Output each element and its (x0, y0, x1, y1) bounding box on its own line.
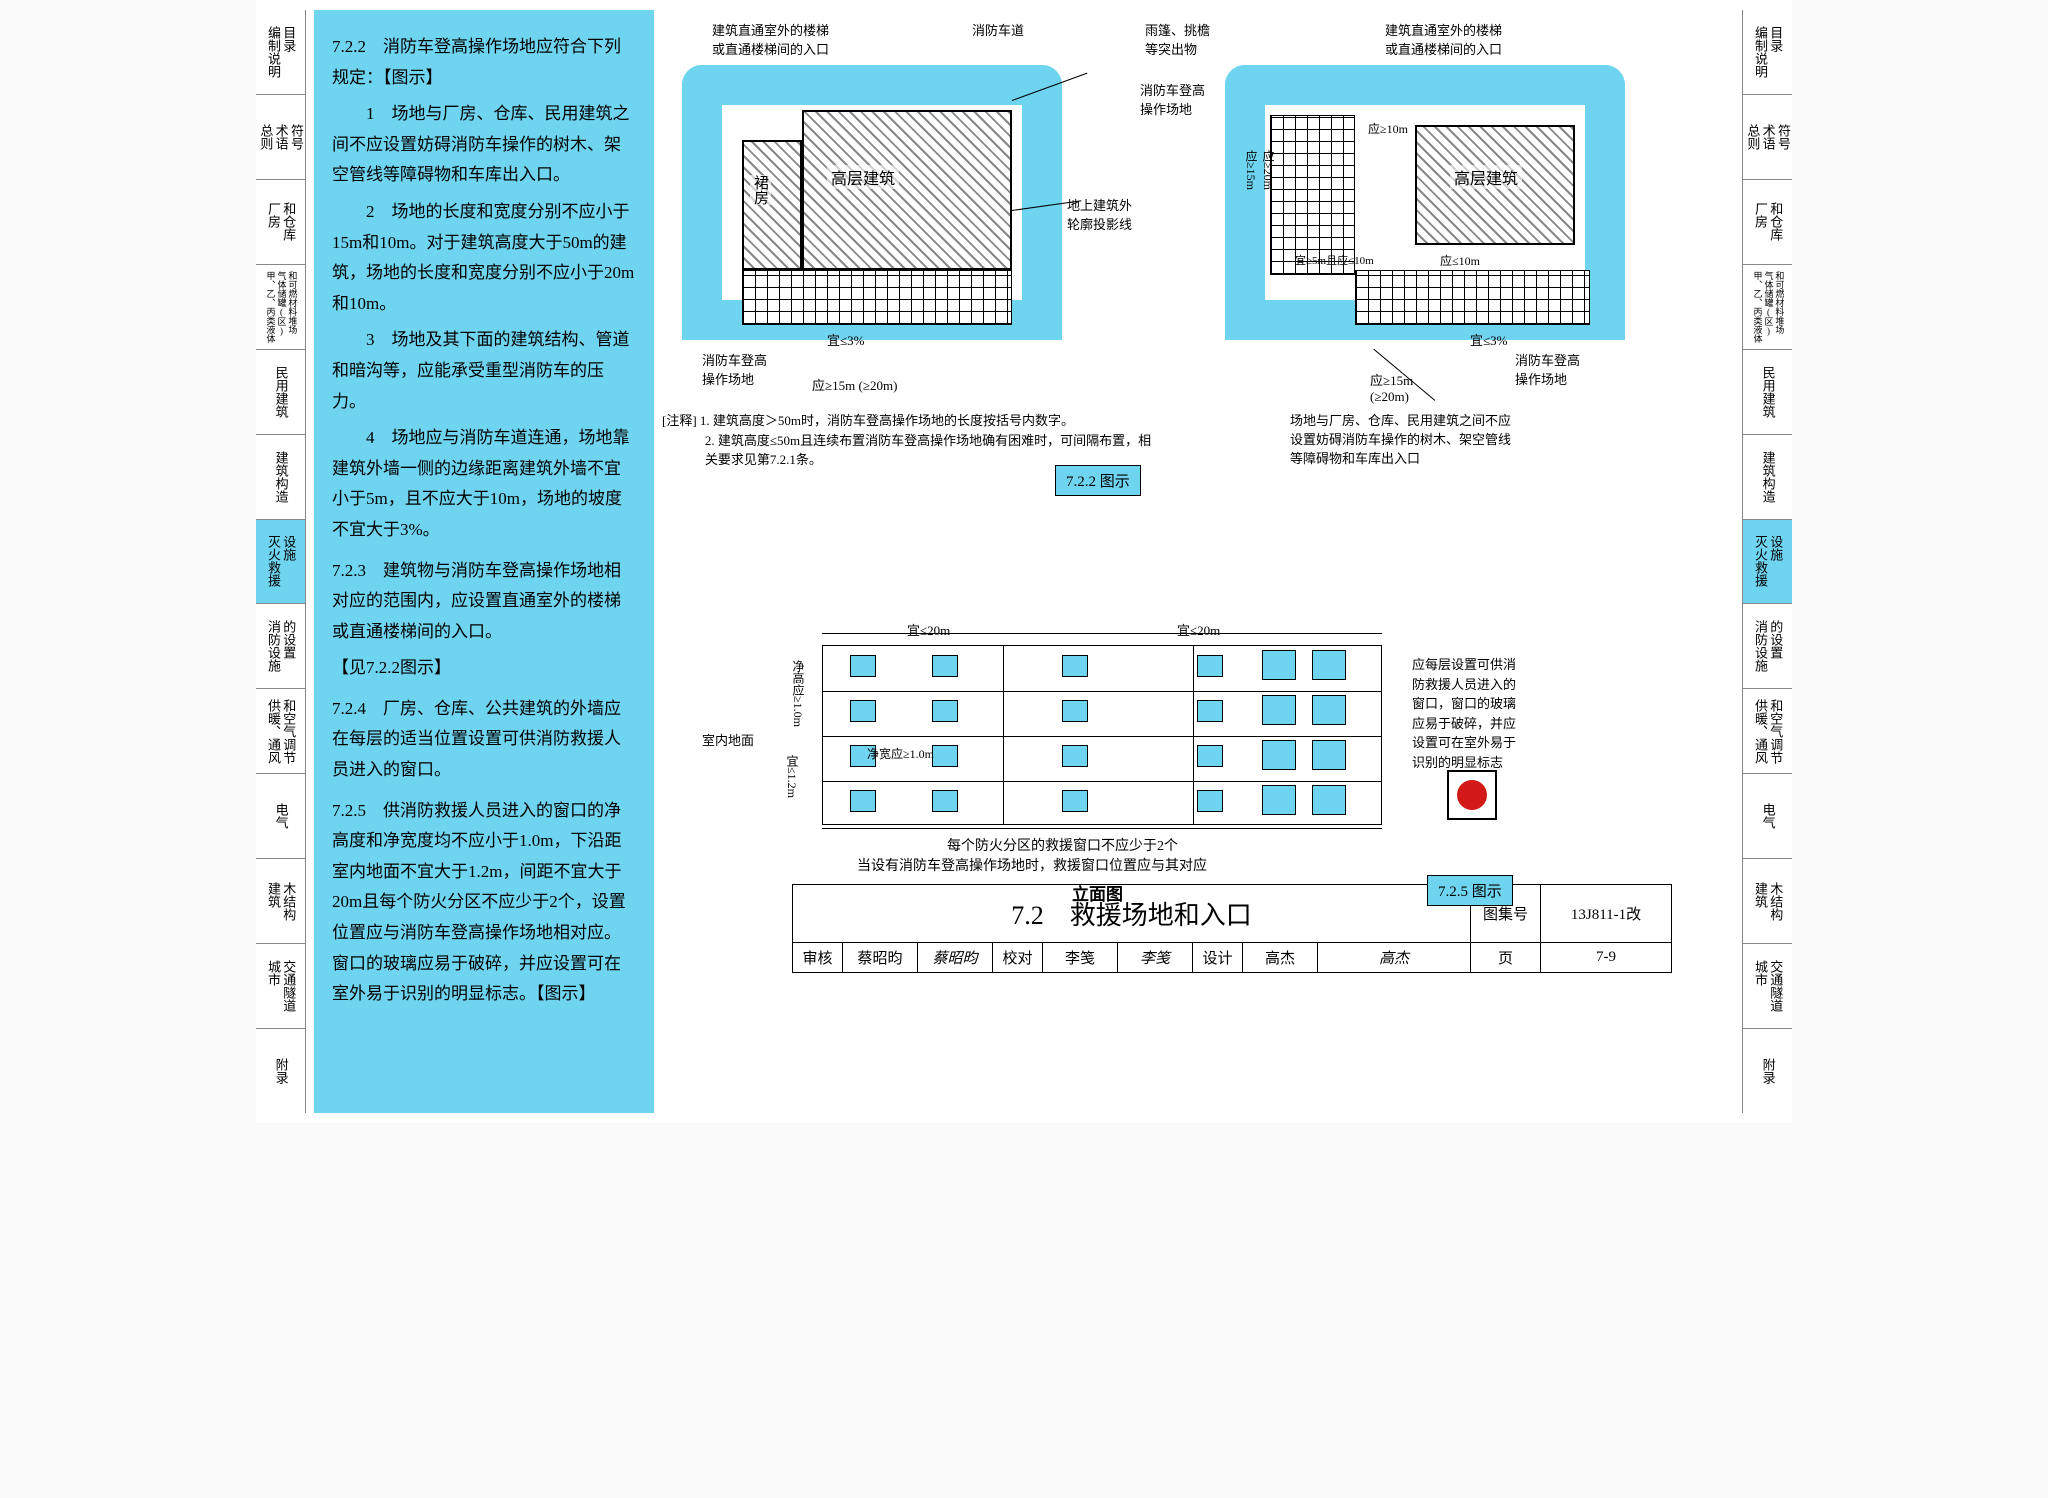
index-tab-2[interactable]: 厂房和仓库 (256, 180, 305, 265)
design-name: 高杰 (1243, 943, 1318, 972)
plan-note-1: [注释] 1. 建筑高度＞50m时，消防车登高操作场地的长度按括号内数字。 (662, 411, 1162, 431)
label-high-rise-b: 高层建筑 (1450, 165, 1522, 189)
elevation-note-b1: 每个防火分区的救援窗口不应少于2个 (947, 835, 1178, 855)
review-label: 审核 (793, 943, 843, 972)
elevation-building (822, 645, 1382, 825)
plan-diagram-a: 建筑直通室外的楼梯或直通楼梯间的入口 高层建筑 裙房 消防车登高操作场地 宜≤3… (672, 20, 1195, 590)
dim-slope-b: 宜≤3% (1470, 330, 1507, 349)
index-tab-8[interactable]: 供暖、通风和空气调节 (1743, 689, 1792, 774)
reg-7-2-4: 7.2.4 厂房、仓库、公共建筑的外墙应在每层的适当位置设置可供消防救援人员进入… (332, 694, 636, 786)
label-obstacle-note: 场地与厂房、仓库、民用建筑之间不应设置妨碍消防车操作的树木、架空管线等障碍物和车… (1290, 410, 1600, 467)
dim-ge20-v: 应≥20m (1260, 150, 1277, 190)
label-operation-area-a: 消防车登高操作场地 (702, 350, 767, 388)
index-tab-8[interactable]: 供暖、通风和空气调节 (256, 689, 305, 774)
label-stair-exit-b: 建筑直通室外的楼梯或直通楼梯间的入口 (1385, 20, 1502, 58)
design-signature: 高杰 (1318, 943, 1471, 972)
index-tab-9[interactable]: 电气 (1743, 774, 1792, 859)
label-indoor-floor: 室内地面 (702, 730, 754, 749)
plan-diagrams: 建筑直通室外的楼梯或直通楼梯间的入口 高层建筑 裙房 消防车登高操作场地 宜≤3… (672, 20, 1728, 590)
reg-7-2-2-item2: 2 场地的长度和宽度分别不应小于15m和10m。对于建筑高度大于50m的建筑，场… (332, 197, 636, 319)
design-label: 设计 (1193, 943, 1243, 972)
index-tab-11[interactable]: 城市交通隧道 (1743, 944, 1792, 1029)
index-tab-10[interactable]: 建筑木结构 (1743, 859, 1792, 944)
drawing-area: 建筑直通室外的楼梯或直通楼梯间的入口 高层建筑 裙房 消防车登高操作场地 宜≤3… (654, 10, 1742, 1113)
check-label: 校对 (993, 943, 1043, 972)
regulation-text-panel: 7.2.2 消防车登高操作场地应符合下列规定：【图示】 1 场地与厂房、仓库、民… (314, 10, 654, 1113)
index-tab-9[interactable]: 电气 (256, 774, 305, 859)
operation-area-b1 (1270, 115, 1355, 275)
dim-sill: 宜≤1.2m (784, 755, 801, 798)
title-block: 7.2 救援场地和入口 图集号 13J811-1改 审核 蔡昭昀 蔡昭昀 校对 … (792, 884, 1672, 973)
index-tab-4[interactable]: 民用建筑 (256, 350, 305, 435)
operation-area-b2 (1355, 270, 1590, 325)
check-signature: 李笺 (1118, 943, 1193, 972)
index-tab-6[interactable]: 灭火救援设施 (1743, 520, 1792, 605)
dim-span-2: 宜≤20m (1177, 620, 1220, 639)
dim-span-1: 宜≤20m (907, 620, 950, 639)
index-tab-1[interactable]: 总则术语符号 (1743, 95, 1792, 180)
dim-net-height: 净高应≥1.0m (790, 660, 807, 727)
elevation-diagram: 宜≤20m 宜≤20m (672, 600, 1728, 880)
label-operation-area-b2: 消防车登高操作场地 (1515, 350, 1580, 388)
reg-7-2-2-item4: 4 场地应与消防车道连通，场地靠建筑外墙一侧的边缘距离建筑外墙不宜小于5m，且不… (332, 423, 636, 545)
reg-7-2-5: 7.2.5 供消防救援人员进入的窗口的净高度和净宽度均不应小于1.0m，下沿距室… (332, 796, 636, 1010)
page-number: 7-9 (1541, 943, 1671, 972)
left-index-tabs: 编制说明目录总则术语符号厂房和仓库甲、乙、丙类液体气体储罐(区)和可燃材料堆场民… (256, 10, 306, 1113)
index-tab-2[interactable]: 厂房和仓库 (1743, 180, 1792, 265)
plan-note-2: 2. 建筑高度≤50m且连续布置消防车登高操作场地确有困难时，可间隔布置，相关要… (662, 431, 1162, 470)
label-high-rise: 高层建筑 (827, 165, 899, 189)
dim-5-10: 宜≥5m且应≤10m (1295, 252, 1374, 268)
index-tab-11[interactable]: 城市交通隧道 (256, 944, 305, 1029)
label-operation-area-b: 消防车登高操作场地 (1140, 80, 1205, 118)
tower-building (802, 110, 1012, 270)
reg-7-2-2-head: 7.2.2 消防车登高操作场地应符合下列规定：【图示】 (332, 32, 636, 93)
index-tab-5[interactable]: 建筑构造 (256, 435, 305, 520)
reg-7-2-3-ref: 【见7.2.2图示】 (332, 653, 636, 684)
reg-7-2-3: 7.2.3 建筑物与消防车登高操作场地相对应的范围内，应设置直通室外的楼梯或直通… (332, 556, 636, 648)
marker-icon (1447, 770, 1497, 820)
index-tab-3[interactable]: 甲、乙、丙类液体气体储罐(区)和可燃材料堆场 (256, 265, 305, 350)
dim-net-width: 净宽应≥1.0m (867, 745, 934, 762)
label-stair-exit: 建筑直通室外的楼梯或直通楼梯间的入口 (712, 20, 829, 58)
dim-ge10: 应≥10m (1368, 120, 1408, 137)
index-tab-0[interactable]: 编制说明目录 (1743, 10, 1792, 95)
drawing-title: 7.2 救援场地和入口 (793, 885, 1471, 942)
page-label: 页 (1471, 943, 1541, 972)
dim-slope-a: 宜≤3% (827, 330, 864, 349)
index-tab-0[interactable]: 编制说明目录 (256, 10, 305, 95)
figure-tag-725: 7.2.5 图示 (1427, 875, 1513, 906)
page: 编制说明目录总则术语符号厂房和仓库甲、乙、丙类液体气体储罐(区)和可燃材料堆场民… (256, 0, 1792, 1123)
plan-diagram-b: 雨篷、挑檐等突出物 建筑直通室外的楼梯或直通楼梯间的入口 消防车登高操作场地 高… (1205, 20, 1728, 590)
reg-7-2-2-item3: 3 场地及其下面的建筑结构、管道和暗沟等，应能承受重型消防车的压力。 (332, 325, 636, 417)
label-canopy: 雨篷、挑檐等突出物 (1145, 20, 1210, 58)
operation-area (742, 270, 1012, 325)
atlas-number: 13J811-1改 (1541, 885, 1671, 942)
index-tab-5[interactable]: 建筑构造 (1743, 435, 1792, 520)
dim-le10: 应≤10m (1440, 252, 1480, 269)
index-tab-4[interactable]: 民用建筑 (1743, 350, 1792, 435)
label-podium: 裙房 (750, 175, 771, 205)
index-tab-6[interactable]: 灭火救援设施 (256, 520, 305, 605)
check-name: 李笺 (1043, 943, 1118, 972)
index-tab-12[interactable]: 附录 (256, 1029, 305, 1113)
dim-ge15-v: 应≥15m (1243, 150, 1260, 190)
podium-building (742, 140, 802, 270)
review-signature: 蔡昭昀 (918, 943, 993, 972)
index-tab-12[interactable]: 附录 (1743, 1029, 1792, 1113)
index-tab-10[interactable]: 建筑木结构 (256, 859, 305, 944)
elevation-note-right: 应每层设置可供消防救援人员进入的窗口，窗口的玻璃应易于破碎，并应设置可在室外易于… (1412, 655, 1567, 772)
index-tab-7[interactable]: 消防设施的设置 (256, 604, 305, 689)
elevation-caption: 立面图 (1072, 880, 1123, 905)
index-tab-7[interactable]: 消防设施的设置 (1743, 604, 1792, 689)
index-tab-3[interactable]: 甲、乙、丙类液体气体储罐(区)和可燃材料堆场 (1743, 265, 1792, 350)
reg-7-2-2-item1: 1 场地与厂房、仓库、民用建筑之间不应设置妨碍消防车操作的树木、架空管线等障碍物… (332, 99, 636, 191)
figure-tag-722: 7.2.2 图示 (1055, 465, 1141, 496)
elevation-note-b2: 当设有消防车登高操作场地时，救援窗口位置应与其对应 (857, 855, 1207, 875)
dim-length-a: 应≥15m (≥20m) (812, 375, 897, 394)
right-index-tabs: 编制说明目录总则术语符号厂房和仓库甲、乙、丙类液体气体储罐(区)和可燃材料堆场民… (1742, 10, 1792, 1113)
review-name: 蔡昭昀 (843, 943, 918, 972)
label-firelane-a: 消防车道 (972, 20, 1024, 39)
index-tab-1[interactable]: 总则术语符号 (256, 95, 305, 180)
